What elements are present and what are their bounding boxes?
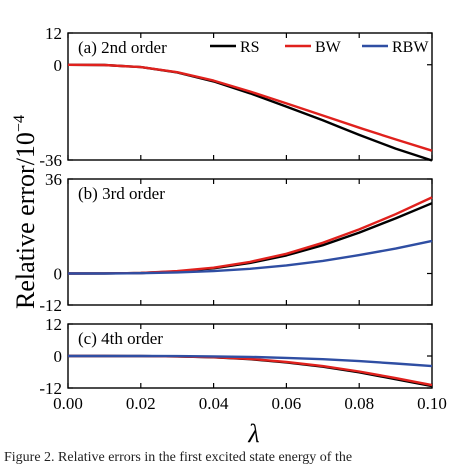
series-line-rbw [68, 354, 433, 368]
panels-layer: 12 0 -36 (a) 2nd order 36 0 -12 (b) 3rd order 12… [39, 24, 447, 413]
x-tick-label: 0.00 [53, 394, 83, 413]
x-tick-label: 0.02 [126, 394, 156, 413]
panel-label: (a) 2nd order [78, 38, 167, 57]
series-line-rs [67, 63, 433, 162]
legend-item-rs: RS [210, 39, 260, 56]
legend-label: BW [315, 39, 342, 56]
y-axis-title-main: Relative error/10 [11, 132, 40, 309]
panel-c: 12 0 -120.00 0.02 0.04 0.06 0.08 0.10 (c) 4th or… [39, 315, 447, 413]
panel-a: 12 0 -36 (a) 2nd order [39, 24, 433, 170]
x-tick-label: 0.06 [272, 394, 302, 413]
y-tick-label: 0 [54, 56, 63, 75]
x-tick-label: 0.08 [344, 394, 374, 413]
x-tick-label: 0.04 [199, 394, 229, 413]
series-line-bw [67, 196, 433, 275]
x-tick-label: 0.10 [417, 394, 447, 413]
figure-caption: Figure 2. Relative errors in the first e… [4, 450, 353, 465]
y-axis-title: Relative error/10−4 [11, 115, 40, 309]
legend-label: RBW [392, 39, 429, 56]
y-tick-label: 0 [54, 265, 63, 284]
y-tick-label: 12 [45, 24, 62, 43]
panel-frame [67, 32, 433, 161]
x-axis-title: λ [247, 419, 259, 448]
legend-item-bw: BW [285, 39, 342, 56]
legend-label: RS [240, 39, 260, 56]
series-line-rbw [68, 239, 433, 275]
y-tick-label: 12 [45, 315, 62, 334]
legend-item-rbw: RBW [362, 39, 429, 56]
y-axis-title-exponent: −4 [11, 115, 28, 132]
y-tick-label: 36 [45, 170, 62, 189]
y-tick-label: -12 [39, 379, 62, 398]
panel-label: (c) 4th order [78, 329, 163, 348]
y-tick-label: 0 [54, 347, 63, 366]
y-tick-label: -12 [39, 296, 62, 315]
series-line-bw [67, 63, 433, 152]
panel-b: 36 0 -12 (b) 3rd order [39, 170, 433, 315]
legend: RS BW RBW [210, 39, 429, 56]
y-tick-label: -36 [39, 151, 62, 170]
series-line-rs [68, 354, 433, 388]
panel-label: (b) 3rd order [78, 184, 165, 203]
